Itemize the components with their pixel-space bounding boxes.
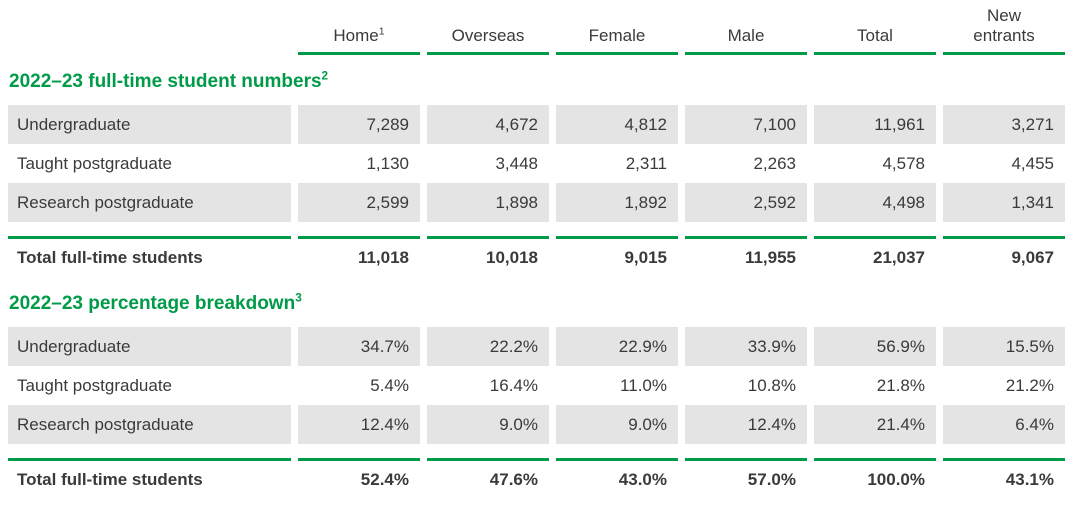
cell-female: 1,892 [556,183,678,222]
column-header-total: Total [814,2,936,55]
row-label: Taught postgraduate [17,375,173,395]
column-header-row: Home1 Overseas Female Male Total New ent… [8,2,1065,55]
cell-new-entrants: 9,067 [943,236,1065,277]
cell-female: 4,812 [556,105,678,144]
cell-overseas: 22.2% [427,327,549,366]
row-label: Undergraduate [8,327,291,366]
cell-new-entrants: 4,455 [1011,153,1054,173]
section-2-heading-row: 2022–23 percentage breakdown3 [8,277,1065,327]
cell-home: 52.4% [298,458,420,499]
cell-overseas: 10,018 [427,236,549,277]
cell-new-entrants: 43.1% [943,458,1065,499]
empty-corner-cell [8,2,291,55]
cell-total: 4,578 [882,153,925,173]
spacer-row [8,444,1065,458]
section-2-heading: 2022–23 percentage breakdown3 [9,291,302,314]
cell-female: 11.0% [620,375,667,395]
cell-overseas: 1,898 [427,183,549,222]
cell-total: 100.0% [814,458,936,499]
cell-home: 7,289 [298,105,420,144]
cell-new-entrants: 3,271 [943,105,1065,144]
cell-female: 9,015 [556,236,678,277]
cell-male: 11,955 [685,236,807,277]
cell-home: 34.7% [298,327,420,366]
footnote-marker-3: 3 [295,291,302,305]
table-row-taught-postgraduate-numbers: Taught postgraduate 1,130 3,448 2,311 2,… [8,144,1065,183]
row-label: Undergraduate [8,105,291,144]
row-label: Taught postgraduate [17,153,173,173]
cell-overseas: 9.0% [427,405,549,444]
column-header-new-entrants: New entrants [943,2,1065,55]
cell-total: 21.4% [814,405,936,444]
cell-overseas: 47.6% [427,458,549,499]
table-row-research-postgraduate-numbers: Research postgraduate 2,599 1,898 1,892 … [8,183,1065,222]
cell-total: 21.8% [876,375,925,395]
cell-new-entrants: 21.2% [1005,375,1054,395]
cell-male: 33.9% [685,327,807,366]
table-row-taught-postgraduate-percent: Taught postgraduate 5.4% 16.4% 11.0% 10.… [8,366,1065,405]
section-1-heading-row: 2022–23 full-time student numbers2 [8,55,1065,105]
cell-total: 21,037 [814,236,936,277]
cell-female: 9.0% [556,405,678,444]
cell-home: 11,018 [298,236,420,277]
column-header-overseas: Overseas [427,2,549,55]
cell-total: 11,961 [814,105,936,144]
cell-male: 10.8% [747,375,796,395]
table-row-undergraduate-percent: Undergraduate 34.7% 22.2% 22.9% 33.9% 56… [8,327,1065,366]
student-statistics-table-wrapper: Home1 Overseas Female Male Total New ent… [1,2,1072,499]
column-header-male: Male [685,2,807,55]
cell-male: 12.4% [685,405,807,444]
total-row-label: Total full-time students [8,236,291,277]
row-label: Research postgraduate [8,183,291,222]
section-1-heading: 2022–23 full-time student numbers2 [9,69,329,92]
cell-home: 5.4% [370,375,409,395]
footnote-marker-1: 1 [378,25,385,38]
table-row-research-postgraduate-percent: Research postgraduate 12.4% 9.0% 9.0% 12… [8,405,1065,444]
cell-total: 56.9% [814,327,936,366]
row-label: Research postgraduate [8,405,291,444]
cell-female: 43.0% [556,458,678,499]
cell-new-entrants: 6.4% [943,405,1065,444]
spacer-row [8,222,1065,236]
cell-overseas: 4,672 [427,105,549,144]
total-row-student-numbers: Total full-time students 11,018 10,018 9… [8,236,1065,277]
student-statistics-table: Home1 Overseas Female Male Total New ent… [1,2,1072,499]
cell-female: 22.9% [556,327,678,366]
cell-total: 4,498 [814,183,936,222]
column-header-home: Home1 [298,2,420,55]
cell-female: 2,311 [625,153,667,173]
cell-male: 2,263 [753,153,796,173]
cell-home: 1,130 [366,153,409,173]
cell-male: 57.0% [685,458,807,499]
total-row-percent: Total full-time students 52.4% 47.6% 43.… [8,458,1065,499]
cell-home: 12.4% [298,405,420,444]
cell-new-entrants: 15.5% [943,327,1065,366]
total-row-label: Total full-time students [8,458,291,499]
cell-overseas: 3,448 [495,153,538,173]
column-header-female: Female [556,2,678,55]
footnote-marker-2: 2 [321,69,329,83]
cell-male: 2,592 [685,183,807,222]
cell-male: 7,100 [685,105,807,144]
cell-home: 2,599 [298,183,420,222]
table-row-undergraduate-numbers: Undergraduate 7,289 4,672 4,812 7,100 11… [8,105,1065,144]
cell-overseas: 16.4% [489,375,538,395]
cell-new-entrants: 1,341 [943,183,1065,222]
